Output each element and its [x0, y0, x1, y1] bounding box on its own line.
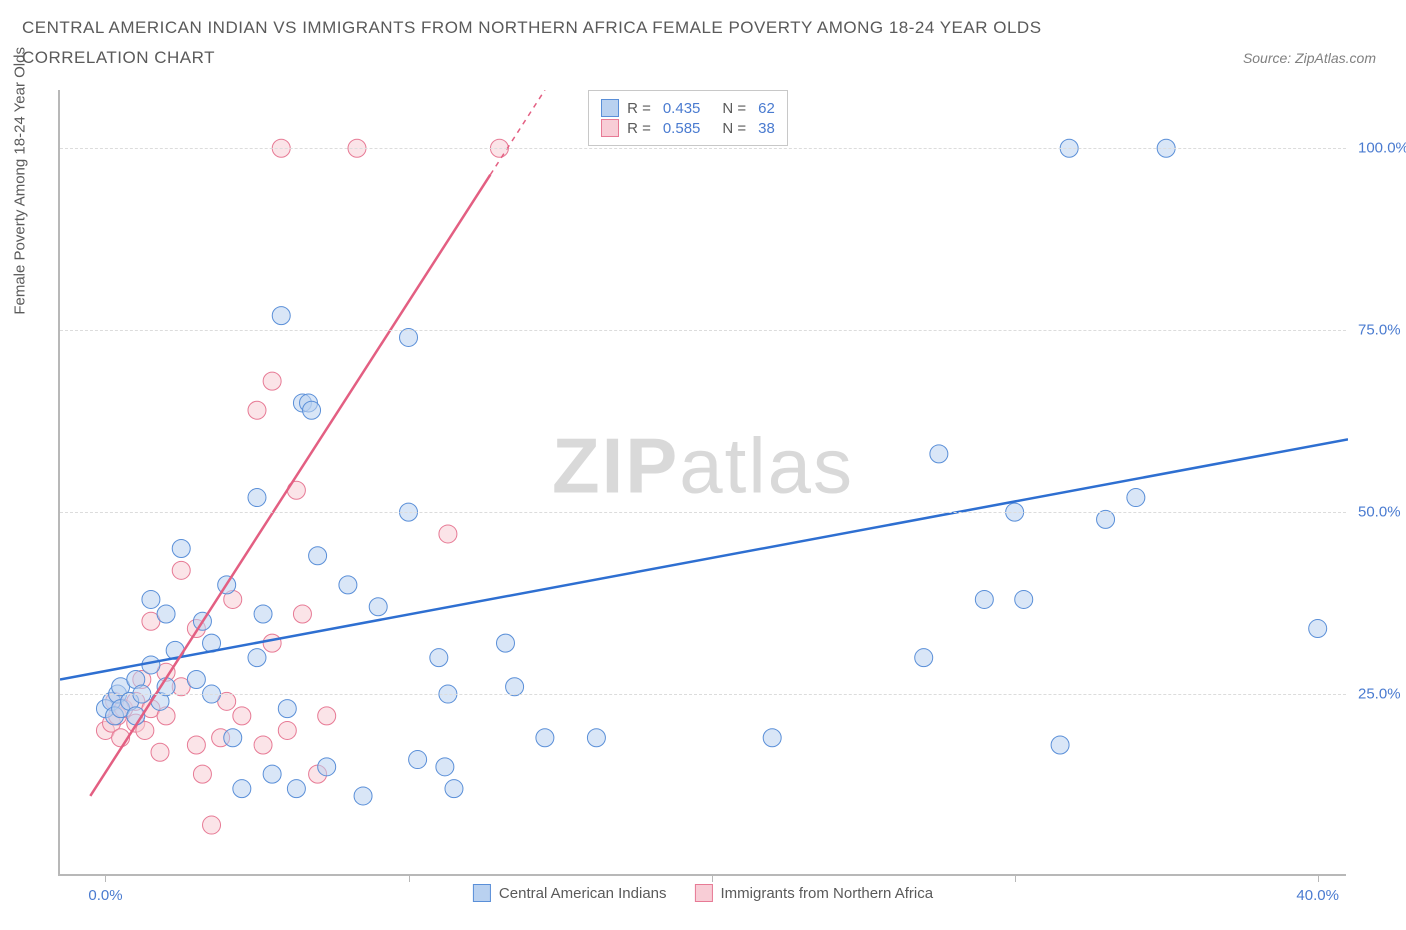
point-series-a — [587, 729, 605, 747]
stat-n-label: N = — [722, 120, 746, 137]
point-series-a — [248, 649, 266, 667]
correlation-stats-box: R = 0.435 N = 62 R = 0.585 N = 38 — [588, 90, 788, 146]
point-series-a — [278, 700, 296, 718]
legend-swatch — [695, 884, 713, 902]
regression-line-b-extrapolated — [490, 90, 545, 175]
legend-item: Immigrants from Northern Africa — [695, 884, 934, 902]
point-series-b — [318, 707, 336, 725]
legend-item: Central American Indians — [473, 884, 667, 902]
point-series-a — [263, 765, 281, 783]
point-series-b — [203, 816, 221, 834]
point-series-b — [172, 561, 190, 579]
point-series-b — [187, 736, 205, 754]
legend-label: Immigrants from Northern Africa — [721, 885, 934, 902]
chart-title-line1: CENTRAL AMERICAN INDIAN VS IMMIGRANTS FR… — [22, 18, 1042, 38]
point-series-a — [369, 598, 387, 616]
point-series-b — [254, 736, 272, 754]
x-tick — [712, 874, 713, 882]
x-tick — [1015, 874, 1016, 882]
point-series-a — [354, 787, 372, 805]
point-series-a — [287, 780, 305, 798]
point-series-b — [151, 743, 169, 761]
x-tick — [105, 874, 106, 882]
point-series-a — [915, 649, 933, 667]
legend-swatch — [601, 99, 619, 117]
point-series-b — [278, 721, 296, 739]
point-series-a — [142, 590, 160, 608]
regression-line-a — [60, 439, 1348, 679]
stats-row: R = 0.435 N = 62 — [601, 99, 775, 117]
point-series-a — [272, 307, 290, 325]
stat-r-label: R = — [627, 120, 651, 137]
x-tick-label: 40.0% — [1296, 887, 1339, 904]
point-series-a — [254, 605, 272, 623]
point-series-b — [248, 401, 266, 419]
point-series-a — [1015, 590, 1033, 608]
source-attribution: Source: ZipAtlas.com — [1243, 50, 1376, 66]
point-series-a — [233, 780, 251, 798]
point-series-a — [157, 605, 175, 623]
point-series-a — [172, 540, 190, 558]
point-series-b — [263, 634, 281, 652]
y-tick-label: 75.0% — [1358, 322, 1406, 339]
stat-n-label: N = — [722, 100, 746, 117]
point-series-b — [193, 765, 211, 783]
point-series-a — [496, 634, 514, 652]
stat-r-label: R = — [627, 100, 651, 117]
point-series-a — [430, 649, 448, 667]
gridline — [60, 512, 1346, 513]
legend-label: Central American Indians — [499, 885, 667, 902]
y-tick-label: 100.0% — [1358, 140, 1406, 157]
point-series-a — [445, 780, 463, 798]
point-series-a — [536, 729, 554, 747]
point-series-b — [293, 605, 311, 623]
point-series-a — [930, 445, 948, 463]
point-series-b — [263, 372, 281, 390]
point-series-a — [1051, 736, 1069, 754]
gridline — [60, 330, 1346, 331]
chart-title-line2: CORRELATION CHART — [22, 48, 1042, 68]
legend-swatch — [601, 119, 619, 137]
gridline — [60, 148, 1346, 149]
scatter-svg — [60, 90, 1348, 876]
stat-n-value: 38 — [758, 120, 775, 137]
point-series-a — [436, 758, 454, 776]
y-tick-label: 50.0% — [1358, 504, 1406, 521]
point-series-a — [187, 671, 205, 689]
point-series-a — [1127, 489, 1145, 507]
x-tick — [1318, 874, 1319, 882]
y-axis-label: Female Poverty Among 18-24 Year Olds — [12, 47, 29, 315]
point-series-a — [339, 576, 357, 594]
point-series-a — [1309, 620, 1327, 638]
gridline — [60, 694, 1346, 695]
point-series-b — [233, 707, 251, 725]
y-tick-label: 25.0% — [1358, 686, 1406, 703]
point-series-a — [248, 489, 266, 507]
x-tick-label: 0.0% — [88, 887, 122, 904]
chart-plot-area: ZIPatlas R = 0.435 N = 62 R = 0.585 N = … — [58, 90, 1346, 876]
point-series-a — [224, 729, 242, 747]
legend-swatch — [473, 884, 491, 902]
stats-row: R = 0.585 N = 38 — [601, 119, 775, 137]
point-series-b — [439, 525, 457, 543]
point-series-a — [309, 547, 327, 565]
stat-n-value: 62 — [758, 100, 775, 117]
series-legend: Central American Indians Immigrants from … — [473, 884, 933, 902]
x-tick — [409, 874, 410, 882]
point-series-a — [975, 590, 993, 608]
point-series-a — [303, 401, 321, 419]
stat-r-value: 0.435 — [663, 100, 701, 117]
point-series-a — [409, 751, 427, 769]
point-series-a — [763, 729, 781, 747]
point-series-a — [318, 758, 336, 776]
stat-r-value: 0.585 — [663, 120, 701, 137]
